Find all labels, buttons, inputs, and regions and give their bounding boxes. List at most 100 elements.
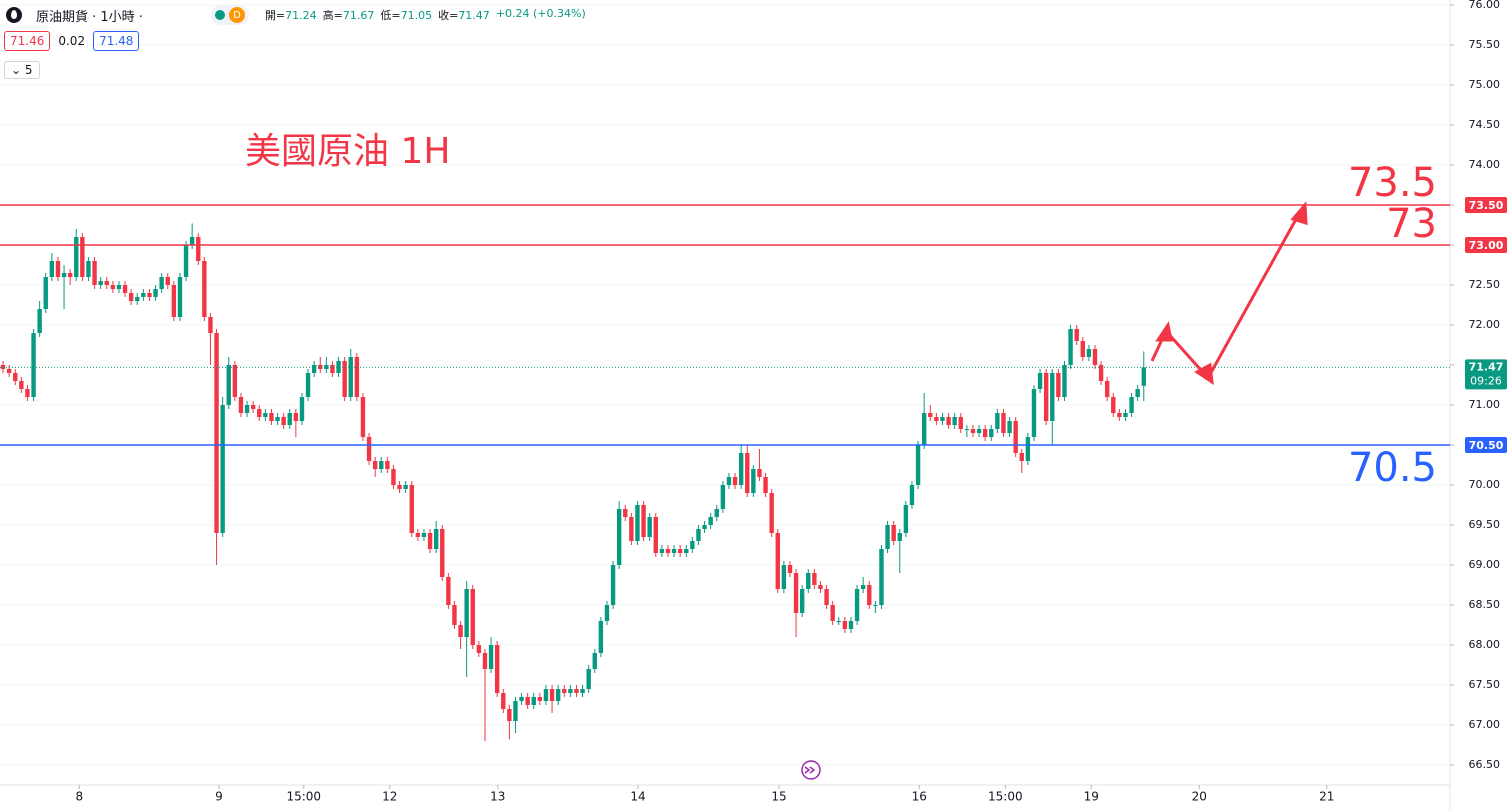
sell-price[interactable]: 71.46 [4, 31, 51, 51]
candle-body [43, 277, 48, 309]
candle-body [440, 529, 445, 577]
ohlc-item: +0.24 (+0.34%) [496, 7, 586, 23]
candle-body [330, 365, 335, 373]
candle-body [928, 413, 933, 417]
candle-body [677, 549, 683, 553]
ohlc-legend: 開=71.24 高=71.67 低=71.05 收=71.47 +0.24 (+0.34… [265, 7, 586, 23]
candle-body [287, 413, 292, 425]
candle-body [1098, 365, 1104, 381]
candle-body [1086, 349, 1092, 357]
price-tag [1465, 237, 1507, 253]
candle-body [433, 529, 439, 549]
candle-body [909, 485, 915, 505]
candle-body [31, 333, 36, 397]
candle-body [1129, 397, 1134, 413]
candle-body [836, 621, 841, 622]
candle-body [738, 453, 744, 485]
candle-body [372, 461, 378, 469]
candle-body [775, 533, 780, 589]
candle-body [604, 605, 610, 621]
candle-body [818, 585, 823, 589]
candle-body [1013, 421, 1018, 453]
candle-body [854, 589, 860, 621]
y-tick-label: 70.00 [1469, 478, 1501, 491]
candle-body [1043, 373, 1049, 421]
candle-body [860, 585, 866, 589]
candle-body [1123, 413, 1128, 417]
ohlc-value: 71.05 [400, 9, 433, 22]
candle-body [415, 533, 421, 537]
candle-body [122, 285, 128, 293]
x-tick-label: 8 [75, 790, 83, 804]
candle-body [732, 477, 738, 485]
candle-body [1050, 373, 1055, 421]
drawing-arrow[interactable] [1150, 201, 1308, 386]
symbol-title[interactable]: 原油期貨 · 1小時 · [36, 9, 143, 25]
candle-body [1037, 373, 1043, 389]
candle-body [952, 417, 957, 425]
candle-body [1117, 413, 1122, 417]
candle-body [1141, 367, 1146, 386]
last-price-label: 71.47 [1469, 360, 1504, 373]
replay-icon[interactable] [801, 760, 821, 780]
candle-body [653, 517, 658, 553]
buy-price[interactable]: 71.48 [93, 31, 140, 51]
candle-body [482, 653, 488, 669]
candle-body [970, 429, 976, 433]
candle-body [842, 621, 848, 629]
candle-body [409, 485, 414, 533]
candle-body [366, 437, 372, 461]
candle-body [867, 585, 872, 605]
candle-body [940, 417, 945, 421]
candle-body [989, 429, 994, 437]
candle-body [714, 509, 719, 517]
x-tick-label: 15:00 [988, 790, 1023, 804]
ohlc-item: 高=71.67 [323, 7, 375, 23]
candle-body [946, 417, 951, 425]
candle-body [830, 605, 835, 621]
candle-body [1019, 453, 1024, 461]
delay-badge: D [228, 7, 245, 23]
candle-body [647, 517, 652, 537]
candle-body [891, 525, 896, 541]
x-tick-label: 12 [382, 790, 397, 804]
ohlc-key: 低= [380, 9, 401, 22]
candle-body [128, 293, 134, 301]
candle-body [476, 645, 482, 653]
candle-body [470, 589, 475, 645]
candle-body [781, 565, 787, 589]
candle-body [623, 509, 628, 517]
candle-body [391, 469, 396, 485]
candle-body [921, 413, 927, 445]
market-status[interactable]: D [210, 5, 249, 25]
y-tick-label: 75.50 [1469, 38, 1501, 51]
annotation-text: 73.5 [1348, 160, 1437, 206]
candle-body [324, 365, 329, 369]
ohlc-value: 71.67 [342, 9, 375, 22]
candle-body [787, 565, 793, 573]
candle-body [708, 517, 713, 525]
candle-body [25, 389, 30, 397]
candle-body [885, 525, 890, 549]
annotation-text: 美國原油 1H [245, 131, 450, 172]
candle-body [354, 357, 360, 397]
trade-row: 71.46 0.02 71.48 [4, 31, 140, 51]
candle-body [360, 397, 366, 437]
candle-body [1074, 329, 1079, 341]
candle-body [1068, 329, 1073, 365]
candle-body [659, 549, 665, 553]
indicator-count: 5 [24, 63, 33, 77]
candle-body [110, 285, 116, 289]
candle-body [629, 517, 634, 541]
candle-body [690, 541, 695, 549]
y-tick-label: 68.50 [1469, 598, 1501, 611]
price-tag-label: 70.50 [1469, 439, 1504, 452]
candle-body [19, 381, 24, 389]
ohlc-key: 收= [438, 9, 459, 22]
candle-body [257, 409, 262, 417]
ohlc-key: 高= [322, 9, 343, 22]
y-tick-label: 75.00 [1469, 78, 1501, 91]
price-tag [1465, 197, 1507, 213]
indicator-toggle[interactable]: ⌄ 5 [4, 61, 40, 79]
